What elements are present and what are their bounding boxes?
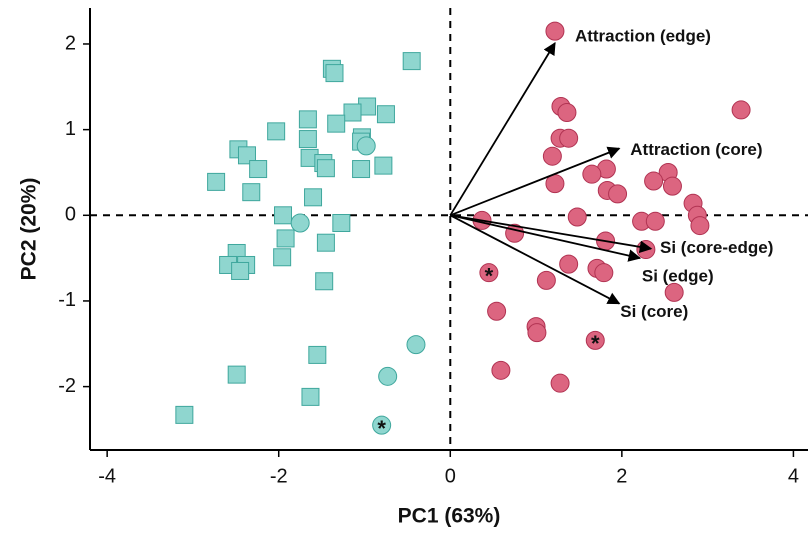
loading-arrow (449, 42, 556, 216)
x-axis-label: PC1 (63%) (398, 505, 501, 528)
point (582, 164, 602, 184)
x-tick-label: 2 (616, 465, 627, 487)
x-tick-label: -4 (98, 465, 116, 487)
loading-label: Attraction (edge) (575, 27, 711, 46)
loading-label: Si (core) (620, 302, 688, 321)
point (376, 105, 395, 124)
point (301, 387, 320, 406)
point (645, 211, 665, 231)
point (267, 122, 286, 141)
point (372, 415, 392, 435)
y-tick-label: -2 (58, 375, 76, 397)
point (662, 176, 682, 196)
point (594, 263, 614, 283)
y-tick-label: -1 (58, 289, 76, 311)
point (557, 103, 577, 123)
x-tick-label: 0 (445, 465, 456, 487)
point (402, 52, 421, 71)
point (374, 156, 393, 175)
point (308, 345, 327, 364)
point (542, 146, 562, 166)
point (298, 110, 317, 129)
annotation: * (591, 331, 600, 356)
annotation: * (377, 416, 386, 441)
point (487, 301, 507, 321)
point (491, 360, 511, 380)
point (316, 233, 335, 252)
point (608, 184, 628, 204)
point (242, 183, 261, 202)
point (249, 160, 268, 179)
point (237, 146, 256, 165)
point (316, 159, 335, 178)
y-tick-label: 0 (65, 204, 76, 226)
point (315, 272, 334, 291)
y-tick-label: 1 (65, 118, 76, 140)
point (325, 64, 344, 83)
point (274, 206, 293, 225)
loading-arrow (450, 214, 642, 262)
y-axis-label: PC2 (20%) (18, 178, 41, 281)
point (690, 216, 710, 236)
loading-label: Si (edge) (642, 267, 714, 286)
point (298, 130, 317, 149)
point (567, 207, 587, 227)
point (290, 213, 310, 233)
loading-arrow (449, 146, 621, 217)
point (231, 261, 250, 280)
point (273, 248, 292, 267)
point (276, 229, 295, 248)
loading-arrow (450, 214, 653, 254)
loading-arrow (449, 214, 621, 305)
point (550, 373, 570, 393)
loading-label: Attraction (core) (630, 140, 762, 159)
x-tick-label: 4 (788, 465, 799, 487)
point (352, 160, 371, 179)
point (585, 330, 605, 350)
annotation: * (485, 263, 494, 288)
point (636, 240, 656, 260)
point (378, 366, 398, 386)
point (664, 282, 684, 302)
point (304, 188, 323, 207)
point (332, 214, 351, 233)
point (343, 103, 362, 122)
point (227, 365, 246, 384)
point (644, 171, 664, 191)
point (731, 100, 751, 120)
point (536, 270, 556, 290)
loading-label: Si (core-edge) (660, 238, 773, 257)
x-tick-label: -2 (270, 465, 288, 487)
point (559, 254, 579, 274)
point (356, 136, 376, 156)
y-tick-label: 2 (65, 32, 76, 54)
point (175, 405, 194, 424)
point (406, 335, 426, 355)
point (207, 172, 226, 191)
point (327, 114, 346, 133)
point (559, 128, 579, 148)
point (545, 21, 565, 41)
point (479, 263, 499, 283)
point (527, 323, 547, 343)
